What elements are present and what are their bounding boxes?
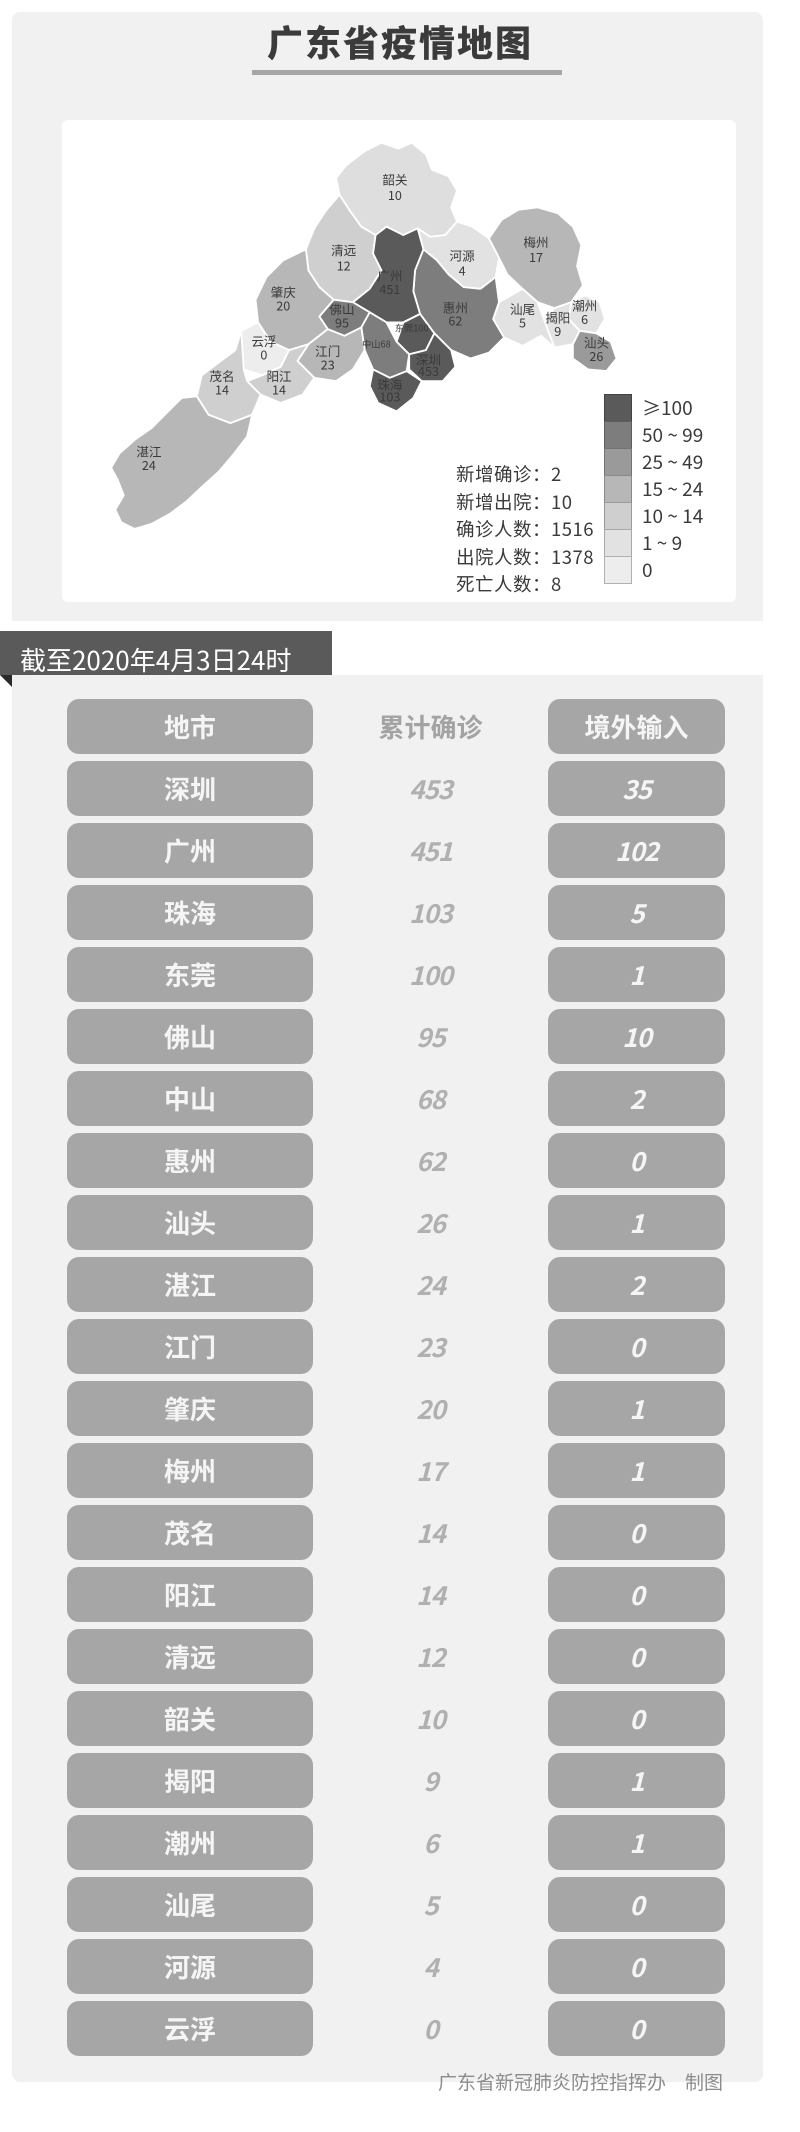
svg-text:0: 0 (260, 344, 267, 363)
svg-text:24: 24 (142, 455, 156, 474)
svg-text:103: 103 (379, 386, 400, 405)
svg-text:17: 17 (529, 247, 543, 266)
svg-text:10: 10 (388, 185, 402, 204)
svg-text:453: 453 (418, 361, 439, 380)
svg-text:东莞100: 东莞100 (395, 321, 429, 335)
svg-text:6: 6 (581, 309, 588, 328)
svg-text:9: 9 (554, 321, 561, 340)
svg-text:451: 451 (379, 279, 400, 298)
svg-text:4: 4 (459, 260, 466, 279)
svg-text:95: 95 (335, 312, 349, 331)
svg-text:12: 12 (337, 255, 351, 274)
svg-text:中山68: 中山68 (362, 337, 391, 351)
svg-text:20: 20 (276, 296, 290, 315)
svg-text:23: 23 (321, 354, 335, 373)
svg-text:14: 14 (272, 380, 286, 399)
svg-text:5: 5 (519, 312, 526, 331)
svg-text:62: 62 (448, 311, 462, 330)
svg-text:14: 14 (215, 380, 229, 399)
svg-text:26: 26 (589, 346, 603, 365)
